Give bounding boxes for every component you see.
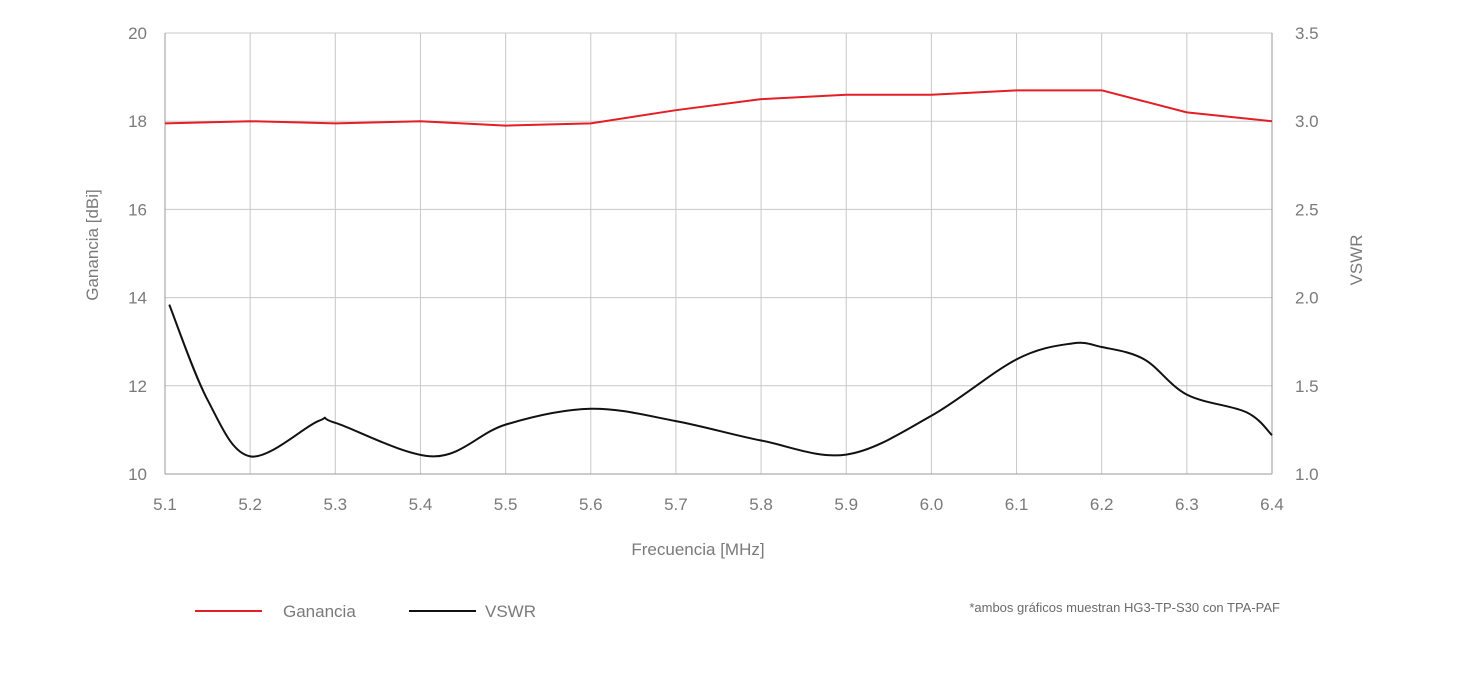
y-axis-ticks: 10 12 14 16 18 20 — [128, 24, 147, 484]
grid — [164, 32, 1273, 475]
y-tick-label: 16 — [128, 200, 147, 219]
x-tick-label: 5.8 — [749, 495, 773, 514]
legend-label-vswr: VSWR — [485, 602, 536, 621]
y-tick-label: 12 — [128, 377, 147, 396]
y2-tick-label: 3.0 — [1295, 112, 1319, 131]
y2-axis-ticks: 1.0 1.5 2.0 2.5 3.0 3.5 — [1295, 24, 1319, 484]
plot-frame — [164, 33, 1273, 475]
x-tick-label: 5.1 — [153, 495, 177, 514]
x-tick-label: 5.5 — [494, 495, 518, 514]
y-tick-label: 10 — [128, 465, 147, 484]
x-tick-label: 6.4 — [1260, 495, 1284, 514]
x-tick-label: 5.9 — [834, 495, 858, 514]
x-tick-label: 5.4 — [409, 495, 433, 514]
x-tick-label: 6.3 — [1175, 495, 1199, 514]
y-axis-label: Ganancia [dBi] — [83, 189, 102, 301]
x-tick-label: 6.2 — [1090, 495, 1114, 514]
series-line-vswr — [168, 304, 1273, 458]
footnote: *ambos gráficos muestran HG3-TP-S30 con … — [969, 600, 1280, 615]
x-tick-label: 5.7 — [664, 495, 688, 514]
series-layer — [164, 89, 1273, 458]
y2-tick-label: 2.0 — [1295, 289, 1319, 308]
y-tick-label: 20 — [128, 24, 147, 43]
x-tick-label: 6.1 — [1005, 495, 1029, 514]
y-tick-label: 14 — [128, 289, 147, 308]
x-tick-label: 6.0 — [920, 495, 944, 514]
x-axis-label: Frecuencia [MHz] — [631, 540, 764, 559]
legend: Ganancia VSWR — [195, 602, 536, 621]
x-tick-label: 5.3 — [323, 495, 347, 514]
series-line-ganancia — [164, 89, 1273, 127]
y-tick-label: 18 — [128, 112, 147, 131]
y2-tick-label: 1.0 — [1295, 465, 1319, 484]
x-tick-label: 5.6 — [579, 495, 603, 514]
y2-tick-label: 2.5 — [1295, 200, 1319, 219]
legend-label-ganancia: Ganancia — [283, 602, 356, 621]
x-axis-ticks: 5.1 5.2 5.3 5.4 5.5 5.6 5.7 5.8 5.9 6.0 6.1 6.2 6.3 6… — [153, 495, 1284, 514]
y2-axis-label: VSWR — [1347, 235, 1366, 286]
y2-tick-label: 3.5 — [1295, 24, 1319, 43]
x-tick-label: 5.2 — [238, 495, 262, 514]
y2-tick-label: 1.5 — [1295, 377, 1319, 396]
